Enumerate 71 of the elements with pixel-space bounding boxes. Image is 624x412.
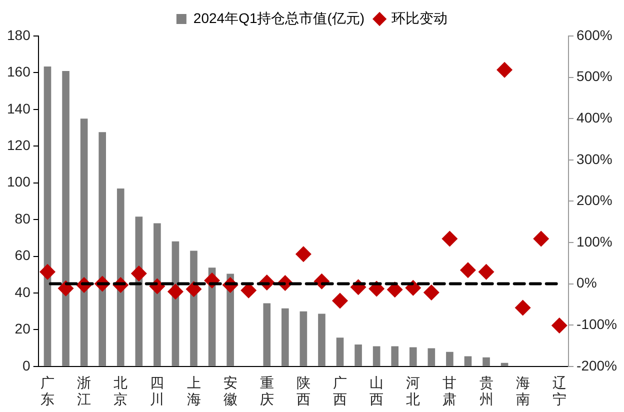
y-tick-label: 120 <box>7 136 31 153</box>
bar <box>372 346 380 366</box>
bar <box>263 303 271 366</box>
point <box>496 62 513 78</box>
point <box>295 246 312 262</box>
point <box>551 318 568 334</box>
bar <box>300 311 308 366</box>
bar <box>62 71 70 366</box>
bar <box>318 314 326 366</box>
y2-tick-label: 500% <box>576 68 612 84</box>
point <box>58 280 74 296</box>
point <box>460 262 476 278</box>
y-tick-label: 40 <box>14 284 31 300</box>
point <box>423 284 440 300</box>
x-tick-label: 陕西 <box>296 375 310 408</box>
bar <box>80 118 88 366</box>
y2-tick-label: 100% <box>576 233 612 250</box>
bar <box>446 352 454 366</box>
bar <box>98 132 106 366</box>
y-tick-label: 0 <box>22 357 31 374</box>
x-tick-label: 广西 <box>333 375 348 408</box>
point <box>167 284 184 300</box>
legend-label: 2024年Q1持仓总市值(亿元) <box>193 10 365 26</box>
bar <box>464 356 472 366</box>
x-tick-label: 浙江 <box>77 375 92 408</box>
point <box>130 265 147 282</box>
x-tick-label: 甘肃 <box>442 375 457 408</box>
x-tick-label: 北京 <box>114 375 128 408</box>
y-tick-label: 80 <box>14 210 31 226</box>
bar <box>482 357 490 366</box>
bar <box>391 346 399 366</box>
bar <box>336 338 344 366</box>
y-tick-label: 180 <box>7 26 31 43</box>
bar <box>282 308 289 366</box>
bar <box>354 344 362 366</box>
y-tick-label: 20 <box>14 320 31 337</box>
bar <box>154 223 161 366</box>
y-tick-label: 140 <box>7 100 31 116</box>
y2-tick-label: 600% <box>576 26 612 43</box>
y-tick-label: 60 <box>14 247 31 264</box>
y2-tick-label: -100% <box>576 316 617 332</box>
bar <box>44 66 52 366</box>
bar <box>409 347 417 366</box>
y2-tick-label: 200% <box>576 192 612 208</box>
point <box>40 264 56 280</box>
legend-label: 环比变动 <box>392 10 448 26</box>
point <box>186 281 202 298</box>
y2-tick-label: 300% <box>576 150 612 167</box>
x-tick-label: 贵州 <box>479 375 494 408</box>
x-tick-label: 河北 <box>406 375 420 408</box>
bar <box>428 348 436 366</box>
x-tick-label: 山西 <box>370 375 384 408</box>
y-tick-label: 160 <box>7 64 31 80</box>
point <box>478 264 494 280</box>
x-tick-label: 广东 <box>40 375 54 408</box>
point <box>332 292 348 309</box>
x-tick-label: 海南 <box>516 375 530 408</box>
x-tick-label: 重庆 <box>260 375 274 408</box>
x-tick-label: 四川 <box>150 375 164 408</box>
y2-tick-label: 400% <box>576 109 612 126</box>
y2-tick-label: 0% <box>576 274 597 291</box>
point <box>533 230 550 247</box>
x-tick-label: 上海 <box>186 375 201 408</box>
x-tick-label: 安徽 <box>223 375 238 408</box>
y-tick-label: 100 <box>7 174 31 190</box>
point <box>514 300 531 316</box>
bar <box>500 362 508 366</box>
y2-tick-label: -200% <box>576 357 617 374</box>
point <box>442 230 458 247</box>
x-tick-label: 辽宁 <box>552 375 566 408</box>
bar <box>116 188 124 366</box>
